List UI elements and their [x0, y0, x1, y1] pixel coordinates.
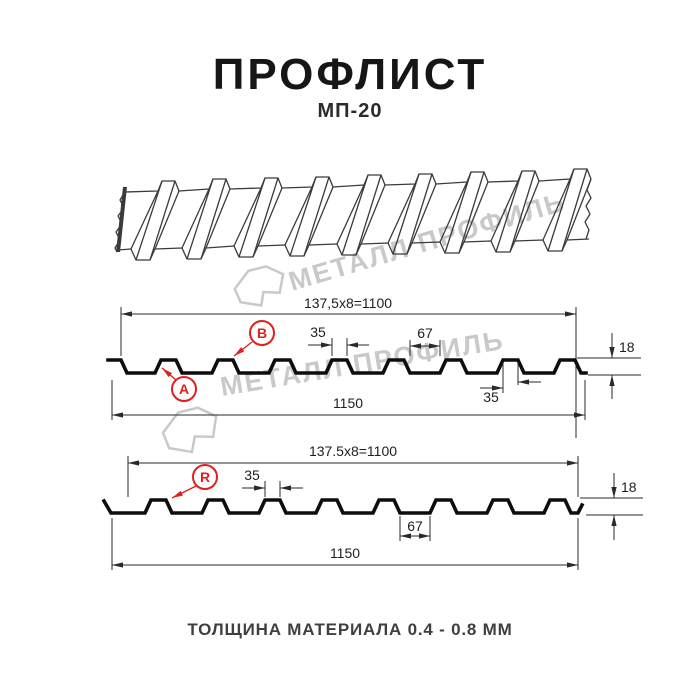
watermark-upper: МЕТАЛЛ ПРОФИЛЬ: [233, 186, 569, 307]
page-title: ПРОФЛИСТ: [212, 50, 488, 99]
diagram-front: 137,5x8=1100 B A 35 67: [106, 295, 641, 438]
svg-text:67: 67: [417, 325, 433, 341]
profile-back: [101, 498, 585, 515]
dim-valley: 67: [409, 325, 441, 356]
sheet-3d-view: [114, 168, 592, 261]
page-subtitle: МП-20: [317, 100, 383, 122]
svg-text:35: 35: [310, 324, 326, 340]
diagram-back: 137.5x8=1100 R 35 67: [101, 443, 643, 570]
metall-profil-logo-icon: [161, 406, 218, 454]
label-a: A: [161, 367, 197, 402]
point-label-r: R: [200, 469, 210, 485]
dim-rib-top: 35: [242, 467, 303, 497]
svg-text:18: 18: [621, 479, 637, 495]
svg-text:67: 67: [407, 518, 423, 534]
sheet-left-profile: [114, 191, 126, 253]
dim-coverage-width: 137.5x8=1100: [309, 443, 397, 459]
svg-text:18: 18: [619, 339, 635, 355]
watermark-text: МЕТАЛЛ ПРОФИЛЬ: [285, 186, 569, 296]
point-label-a: A: [179, 381, 189, 397]
dim-height: 18: [580, 473, 643, 540]
dim-valley: 67: [399, 516, 431, 541]
svg-text:35: 35: [483, 389, 499, 405]
dim-overall: 1150: [111, 518, 579, 570]
point-label-b: B: [257, 325, 267, 341]
dim-rib-top-right: 35: [480, 362, 541, 405]
sheet-bottom-edge: [116, 238, 590, 261]
sheet-rib-lines: [130, 168, 592, 261]
metall-profil-logo-icon: [233, 265, 285, 307]
dim-rib-top: 35: [308, 324, 369, 356]
svg-text:35: 35: [244, 467, 260, 483]
dim-coverage-width: 137,5x8=1100: [304, 295, 392, 311]
svg-text:1150: 1150: [333, 395, 363, 411]
material-thickness-note: ТОЛЩИНА МАТЕРИАЛА 0.4 - 0.8 ММ: [187, 620, 513, 639]
label-b: B: [233, 320, 275, 357]
profile-front: [106, 358, 588, 375]
sheet-cut-edge: [116, 187, 127, 252]
svg-text:1150: 1150: [330, 545, 360, 561]
watermark-lower: МЕТАЛЛ ПРОФИЛЬ: [161, 325, 506, 454]
dim-overall: 1150: [111, 380, 586, 420]
label-r: R: [171, 464, 218, 499]
sheet-right-profile: [584, 178, 592, 240]
dim-height: 18: [577, 333, 641, 399]
